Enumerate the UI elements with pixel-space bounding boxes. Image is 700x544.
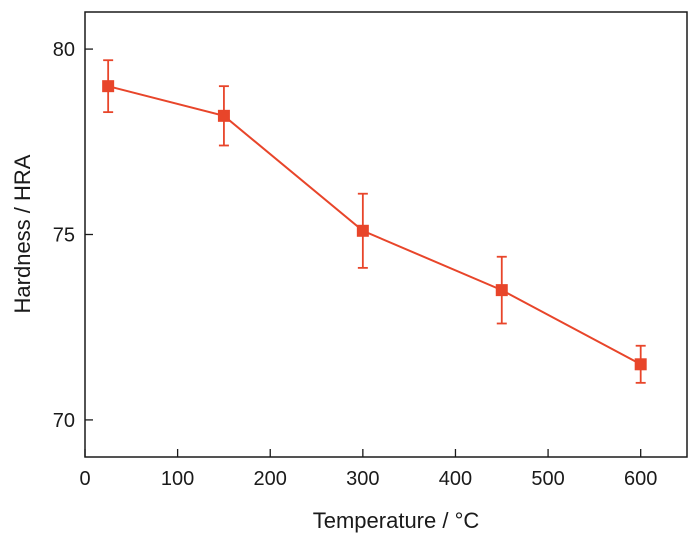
x-axis: 0 100 200 300 400 500 600: [79, 449, 657, 490]
data-point: [495, 284, 508, 297]
data-point: [102, 80, 115, 93]
data-point: [217, 109, 230, 122]
data-point: [356, 224, 369, 237]
y-tick-label: 75: [53, 225, 75, 247]
y-axis: 70 75 80: [53, 39, 93, 432]
x-tick-label: 0: [79, 468, 90, 490]
x-tick-label: 500: [531, 468, 564, 490]
x-tick-label: 200: [254, 468, 287, 490]
y-axis-title: Hardness / HRA: [10, 154, 35, 313]
y-tick-label: 80: [53, 39, 75, 61]
data-series: [102, 59, 647, 384]
x-tick-label: 300: [346, 468, 379, 490]
x-tick-label: 400: [439, 468, 472, 490]
data-point: [634, 358, 647, 371]
plot-frame: [84, 11, 688, 458]
x-axis-title: Temperature / °C: [313, 508, 480, 533]
y-tick-label: 70: [53, 410, 75, 432]
x-tick-label: 100: [161, 468, 194, 490]
x-tick-label: 600: [624, 468, 657, 490]
series-line: [107, 85, 642, 366]
